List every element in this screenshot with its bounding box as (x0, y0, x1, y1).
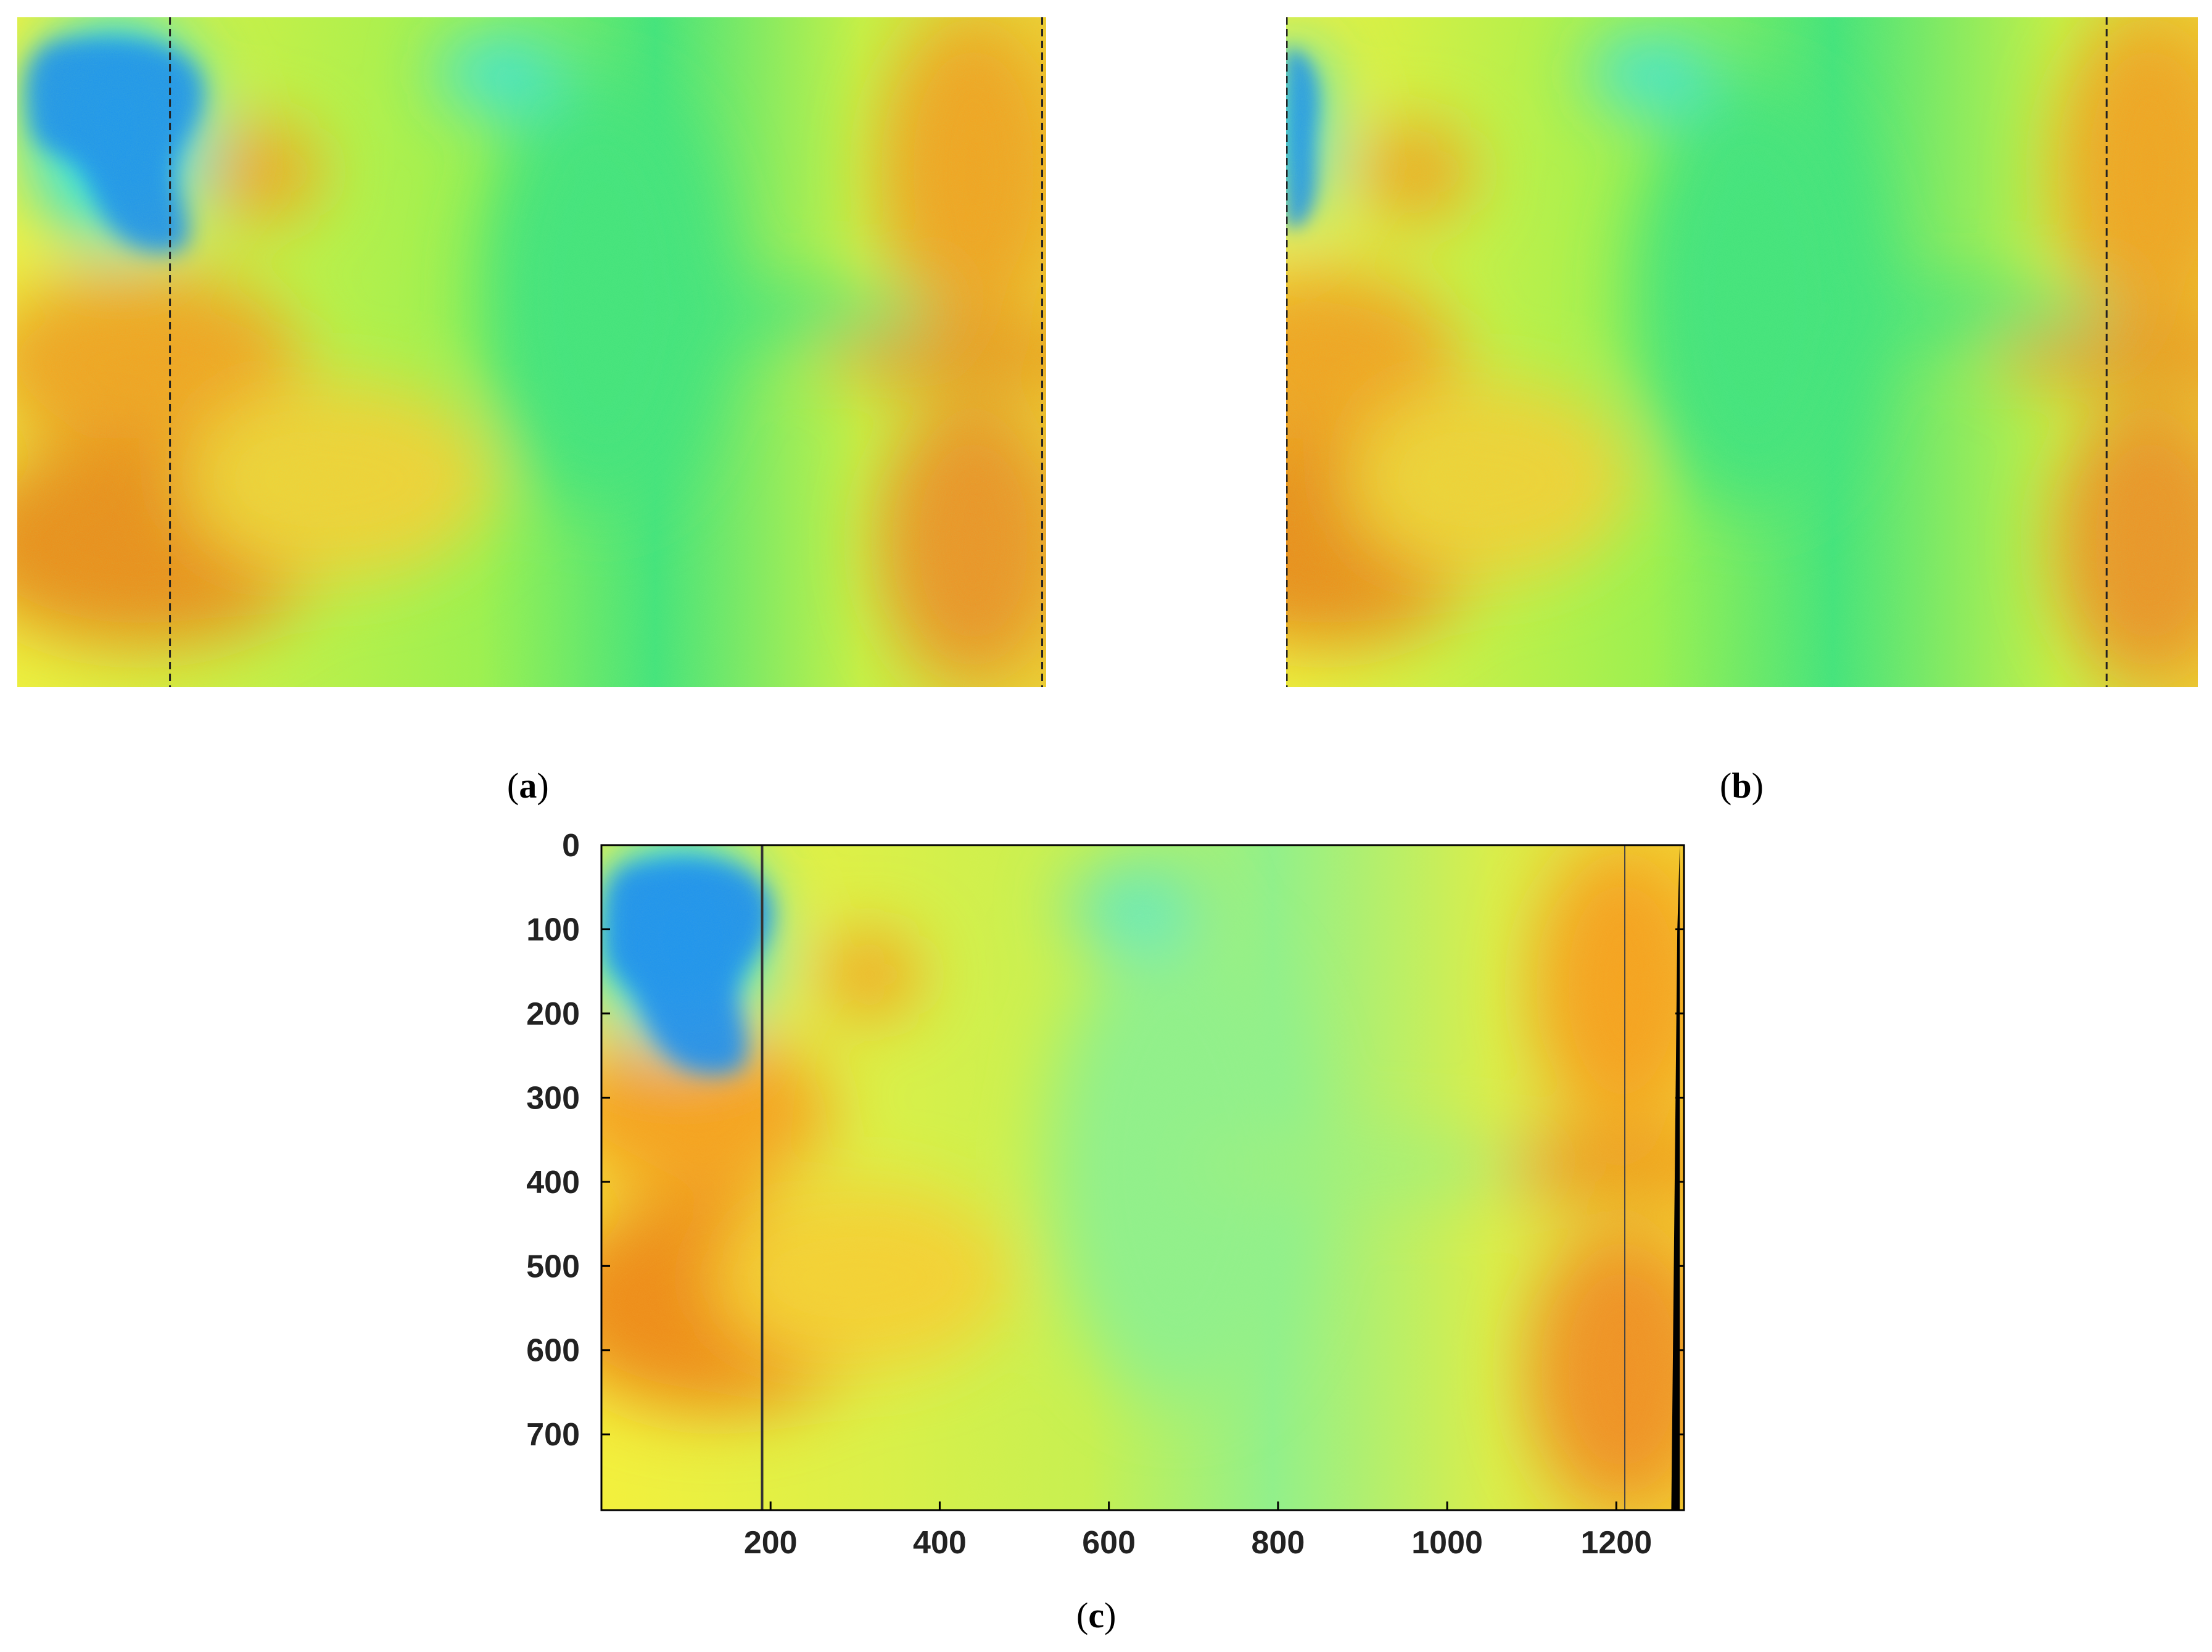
caption-c-letter: c (1088, 1595, 1105, 1635)
black-edge-region (1671, 845, 1680, 1510)
caption-a-close: ) (537, 766, 549, 806)
heatmap-noise (17, 17, 1046, 687)
plot-frame (600, 844, 1685, 1511)
heatmap-a-svg (17, 17, 1046, 687)
caption-b: (b) (1720, 765, 1764, 806)
x-tick-label: 800 (1251, 1525, 1305, 1561)
caption-c-close: ) (1104, 1595, 1116, 1635)
panel-a-heatmap (17, 17, 1046, 687)
y-tick-label: 400 (526, 1165, 580, 1200)
x-tick-label: 1000 (1411, 1525, 1483, 1561)
y-tick-label: 100 (526, 912, 580, 948)
caption-c: (c) (1076, 1595, 1116, 1636)
caption-c-open: ( (1076, 1595, 1089, 1635)
y-tick-label: 300 (526, 1080, 580, 1116)
heatmap-b-svg (1286, 17, 2198, 687)
panel-c-chart: 200 400 600 800 1000 1200 0 100 200 300 400 500 600 7… (481, 820, 1715, 1598)
x-tick-label: 600 (1082, 1525, 1136, 1561)
y-tick-label: 700 (526, 1417, 580, 1453)
x-tick-label: 400 (913, 1525, 967, 1561)
y-tick-label: 200 (526, 996, 580, 1032)
axes: 200 400 600 800 1000 1200 0 100 200 300 400 500 600 7… (526, 828, 1685, 1561)
y-tick-label: 0 (562, 828, 580, 864)
caption-a-open: ( (507, 766, 519, 806)
y-tick-label: 500 (526, 1249, 580, 1284)
caption-b-letter: b (1731, 766, 1752, 806)
caption-a: (a) (507, 765, 549, 806)
heatmap-noise (1286, 17, 2198, 687)
panel-b-heatmap (1286, 17, 2198, 687)
x-tick-label: 200 (744, 1525, 798, 1561)
y-tick-label: 600 (526, 1333, 580, 1369)
x-tick-label: 1200 (1580, 1525, 1652, 1561)
caption-b-close: ) (1751, 766, 1764, 806)
caption-a-letter: a (519, 766, 537, 806)
caption-b-open: ( (1720, 766, 1732, 806)
heatmap-image (601, 845, 1684, 1510)
heatmap-c-svg: 200 400 600 800 1000 1200 0 100 200 300 400 500 600 7… (526, 828, 1685, 1561)
